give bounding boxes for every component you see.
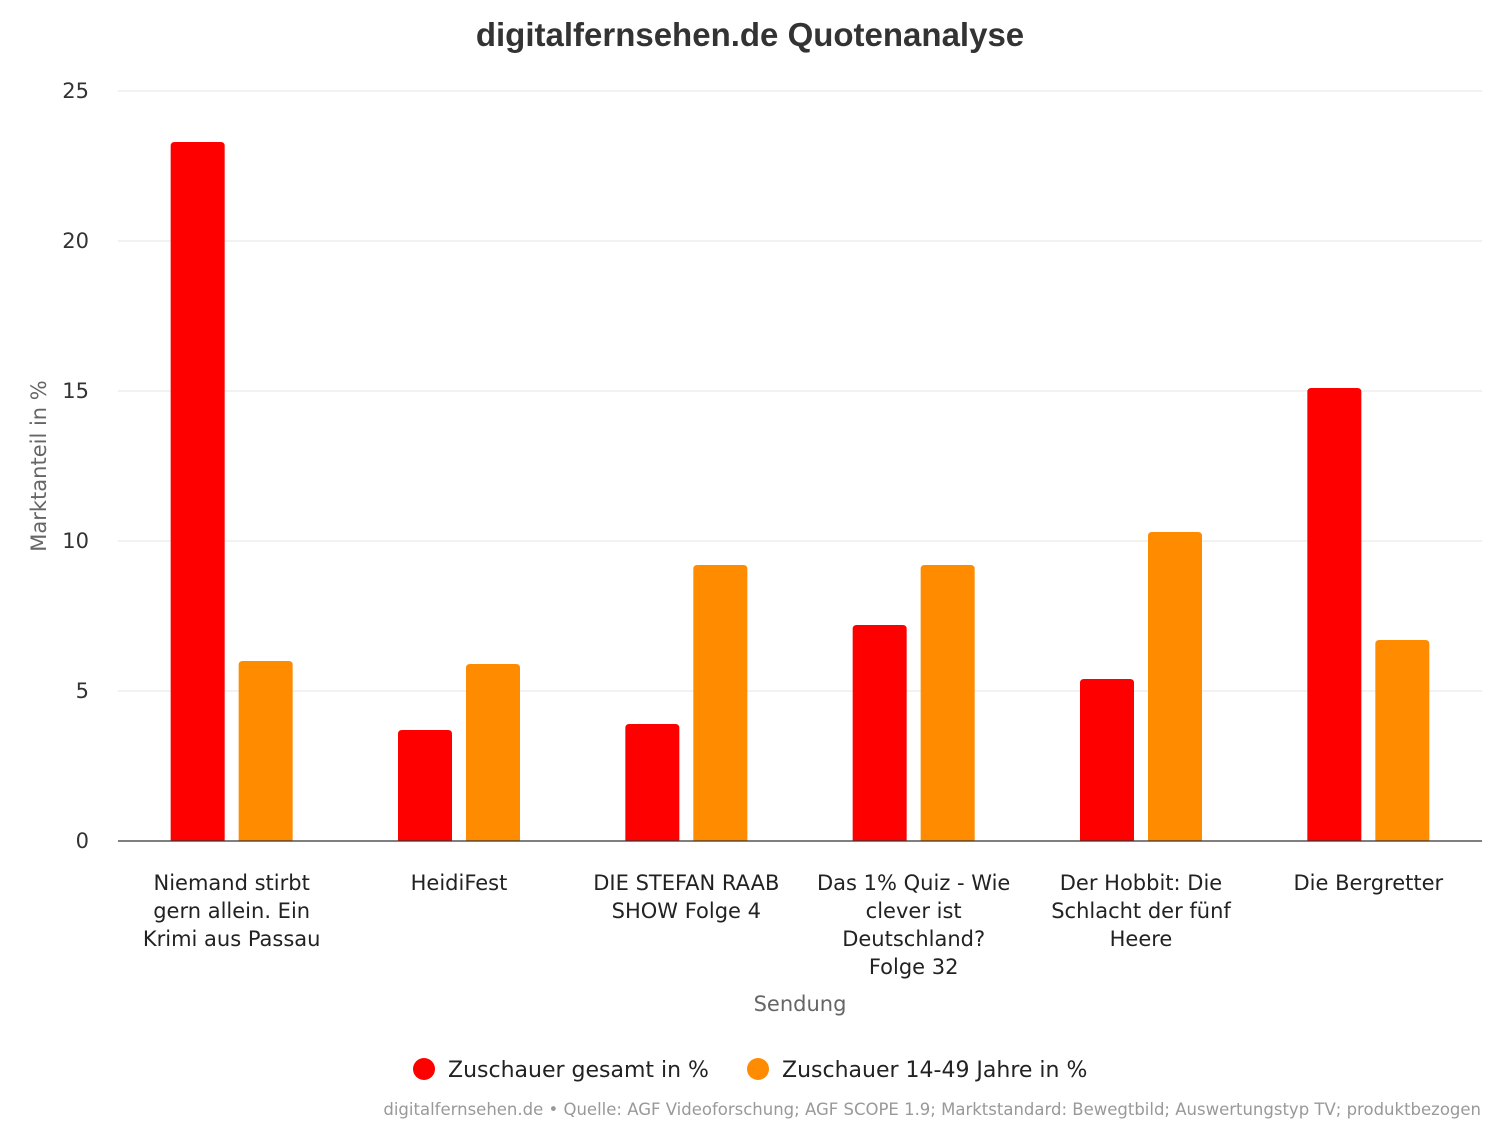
x-category-label-line: Heere (1110, 927, 1173, 951)
credits-text: digitalfernsehen.de • Quelle: AGF Videof… (383, 1100, 1481, 1119)
bar-14-49-6 (1375, 640, 1430, 841)
bar-gesamt-5 (1080, 679, 1134, 841)
bar-gesamt-1 (170, 142, 225, 841)
legend-label-gesamt: Zuschauer gesamt in % (448, 1058, 709, 1083)
x-category-label-line: HeidiFest (411, 871, 508, 895)
x-category-label-line: DIE STEFAN RAAB (593, 871, 779, 895)
y-axis-title: Marktanteil in % (27, 380, 51, 551)
x-category-label-line: Das 1% Quiz - Wie (817, 871, 1010, 895)
y-axis-ticks: 0 5 10 15 20 25 (62, 79, 89, 853)
x-category-label-line: gern allein. Ein (153, 899, 310, 923)
bars (170, 142, 1430, 841)
legend-label-14-49: Zuschauer 14-49 Jahre in % (782, 1058, 1087, 1083)
bar-gesamt-3 (625, 724, 680, 841)
bar-14-49-1 (238, 661, 293, 841)
bar-gesamt-4 (852, 625, 907, 841)
y-tick-label: 25 (62, 79, 89, 103)
legend-marker-gesamt (413, 1058, 435, 1080)
y-tick-label: 20 (62, 229, 89, 253)
x-category-label-line: Schlacht der fünf (1051, 899, 1231, 923)
y-tick-label: 15 (62, 379, 89, 403)
bar-14-49-4 (920, 565, 975, 841)
legend: Zuschauer gesamt in % Zuschauer 14-49 Jah… (413, 1058, 1087, 1083)
bar-14-49-3 (693, 565, 748, 841)
y-tick-label: 0 (76, 829, 89, 853)
x-category-label-line: Folge 32 (869, 955, 959, 979)
bar-gesamt-6 (1307, 388, 1362, 841)
x-category-label-line: clever ist (866, 899, 962, 923)
x-category-label: Der Hobbit: Die Schlacht der fünf Heere (1051, 871, 1231, 951)
y-tick-label: 10 (62, 529, 89, 553)
x-category-label: Niemand stirbt gern allein. Ein Krimi aus … (143, 871, 321, 951)
x-category-label: DIE STEFAN RAAB SHOW Folge 4 (593, 871, 779, 923)
x-category-label-line: Niemand stirbt (154, 871, 310, 895)
y-tick-label: 5 (76, 679, 89, 703)
chart-title: digitalfernsehen.de Quotenanalyse (476, 16, 1024, 53)
bar-14-49-5 (1148, 532, 1202, 841)
bar-14-49-2 (466, 664, 520, 841)
x-category-label-line: Der Hobbit: Die (1060, 871, 1222, 895)
x-category-label: Das 1% Quiz - Wie clever ist Deutschland? F… (817, 871, 1010, 979)
x-category-label-line: Deutschland? (842, 927, 985, 951)
legend-marker-14-49 (747, 1058, 769, 1080)
x-category-label: HeidiFest (411, 871, 508, 895)
x-category-label-line: SHOW Folge 4 (612, 899, 761, 923)
x-axis-title: Sendung (754, 992, 847, 1016)
gridlines (118, 90, 1482, 692)
bar-gesamt-2 (398, 730, 452, 841)
x-category-label-line: Die Bergretter (1294, 871, 1444, 895)
x-category-label-line: Krimi aus Passau (143, 927, 321, 951)
x-axis-categories: Niemand stirbt gern allein. Ein Krimi aus … (143, 871, 1444, 979)
x-category-label: Die Bergretter (1294, 871, 1444, 895)
